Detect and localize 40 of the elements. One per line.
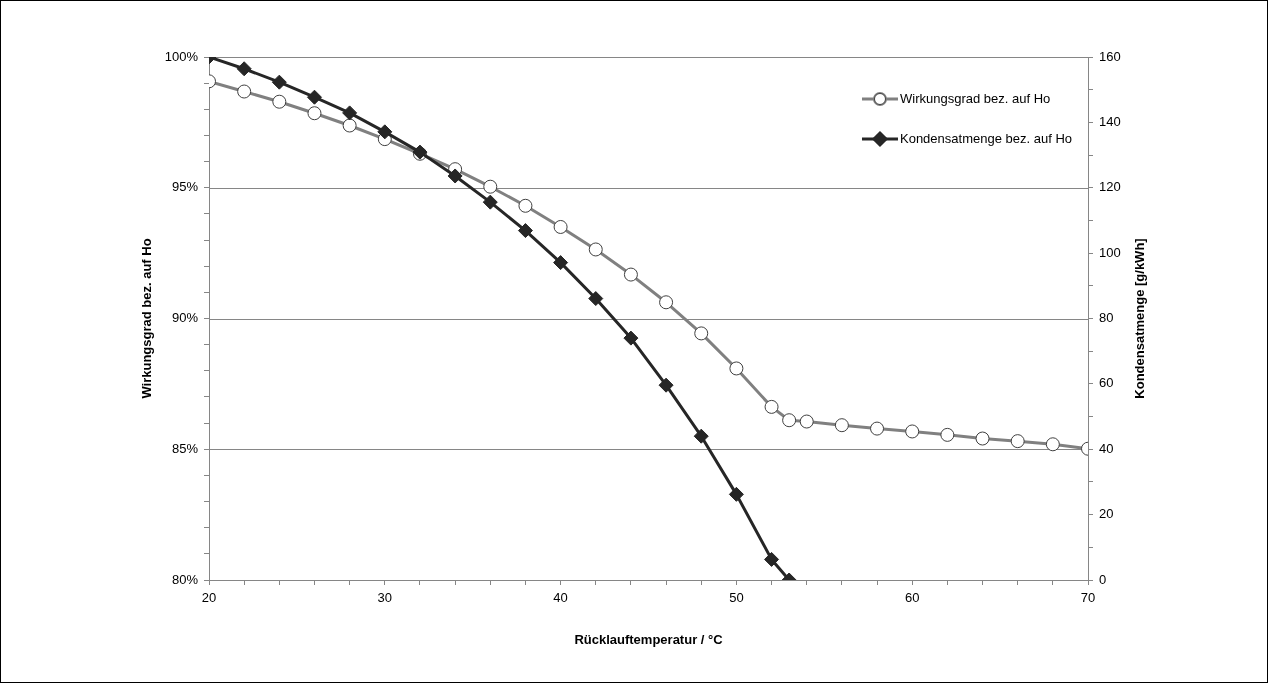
- x-tick-label: 30: [377, 590, 393, 606]
- y-axis-title: Wirkungsgrad bez. auf Ho: [138, 238, 154, 399]
- x-tick-label: 60: [904, 590, 920, 606]
- point: [728, 486, 744, 502]
- y2-tick-label: 140: [1099, 113, 1121, 129]
- x-tick-label: 50: [729, 590, 744, 606]
- y2-tick-label: 20: [1099, 506, 1114, 522]
- point: [623, 330, 639, 346]
- point: [588, 291, 604, 307]
- point: [306, 89, 322, 105]
- point: [377, 124, 393, 140]
- point: [271, 74, 287, 90]
- x-axis-title: Rücklauftemperatur / °C: [574, 631, 724, 647]
- point: [236, 61, 252, 77]
- point: [517, 223, 533, 239]
- y-tick-label: 85%: [171, 440, 199, 456]
- point: [658, 377, 674, 393]
- y2-tick-label: 120: [1099, 179, 1121, 195]
- point: [342, 105, 358, 121]
- x-tick-label: 70: [1080, 590, 1096, 606]
- legend-label: Kondensatmenge bez. auf Ho: [899, 130, 1073, 146]
- y2-tick-label: 160: [1099, 48, 1121, 64]
- y2-tick-label: 80: [1099, 310, 1114, 326]
- y-tick-label: 100%: [164, 48, 199, 64]
- point: [482, 194, 498, 210]
- y2-tick-label: 40: [1099, 440, 1114, 456]
- y-tick-label: 90%: [171, 310, 199, 326]
- point: [447, 168, 463, 184]
- y2-tick-label: 0: [1099, 571, 1107, 587]
- y2-axis-title: Kondensatmenge [g/kWh]: [1131, 238, 1147, 399]
- point: [553, 255, 569, 271]
- y2-tick-label: 60: [1099, 375, 1114, 391]
- x-tick-label: 40: [553, 590, 568, 606]
- point: [764, 551, 780, 567]
- y-tick-label: 80%: [171, 571, 199, 587]
- x-tick-label: 20: [201, 590, 217, 606]
- point: [693, 428, 709, 444]
- y2-tick-label: 100: [1099, 244, 1121, 260]
- y-tick-label: 95%: [171, 179, 199, 195]
- legend-label: Wirkungsgrad bez. auf Ho: [899, 90, 1051, 106]
